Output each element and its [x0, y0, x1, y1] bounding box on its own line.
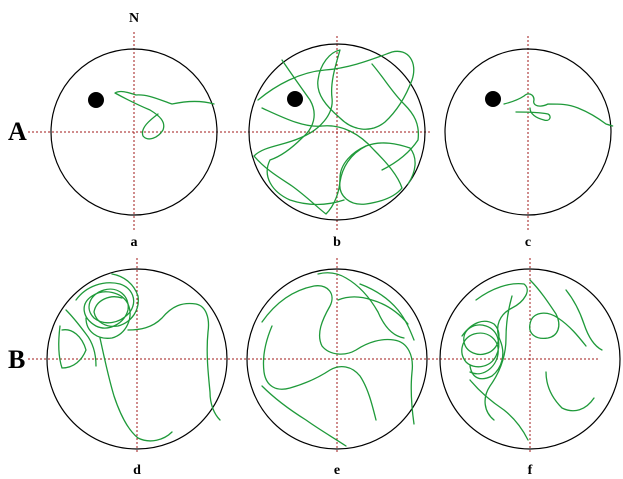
swim-path: [114, 90, 215, 140]
swim-path: [93, 273, 139, 328]
swim-path: [469, 282, 528, 380]
panel-b: [248, 43, 426, 221]
arena-outline: [46, 268, 228, 450]
arena-outline: [246, 268, 428, 450]
swim-path: [359, 283, 415, 341]
platform-marker: [88, 92, 104, 108]
swim-path: [317, 272, 405, 339]
north-label: N: [129, 11, 139, 26]
swim-path: [469, 379, 529, 441]
panel-label-e: e: [334, 463, 340, 478]
swim-path: [75, 282, 135, 339]
panel-label-d: d: [133, 463, 141, 478]
panel-e: [246, 268, 428, 450]
panel-c: [444, 48, 614, 216]
arena-outline: [439, 268, 621, 450]
panel-d: [46, 268, 228, 450]
swim-path: [58, 325, 87, 369]
swim-path: [515, 107, 551, 122]
panel-label-b: b: [333, 235, 341, 250]
swim-path: [337, 296, 409, 325]
swim-path: [65, 309, 97, 367]
swim-path: [261, 107, 403, 205]
swim-path: [262, 325, 377, 421]
swim-path: [565, 289, 603, 351]
panel-f: [439, 268, 621, 450]
swim-path: [261, 385, 347, 447]
swim-path: [253, 49, 416, 215]
swim-path: [461, 320, 500, 375]
arena-outline: [444, 48, 612, 216]
swim-path: [261, 285, 415, 425]
swim-path: [545, 371, 595, 412]
swim-path: [371, 63, 420, 171]
panel-label-f: f: [528, 463, 533, 478]
panel-label-c: c: [525, 235, 531, 250]
row-label-a: A: [8, 117, 27, 146]
row-label-b: B: [8, 345, 25, 374]
panel-a: [50, 48, 218, 216]
platform-marker: [287, 91, 303, 107]
swim-path: [503, 93, 614, 127]
swim-path: [99, 337, 173, 442]
panel-label-a: a: [131, 235, 138, 250]
arena-outline: [248, 43, 426, 221]
swim-path: [529, 279, 587, 347]
platform-marker: [485, 91, 501, 107]
swim-path: [266, 59, 345, 206]
guide-lines: [28, 32, 600, 452]
swim-path: [484, 295, 513, 421]
swim-path: [127, 302, 221, 421]
arena-outline: [50, 48, 218, 216]
